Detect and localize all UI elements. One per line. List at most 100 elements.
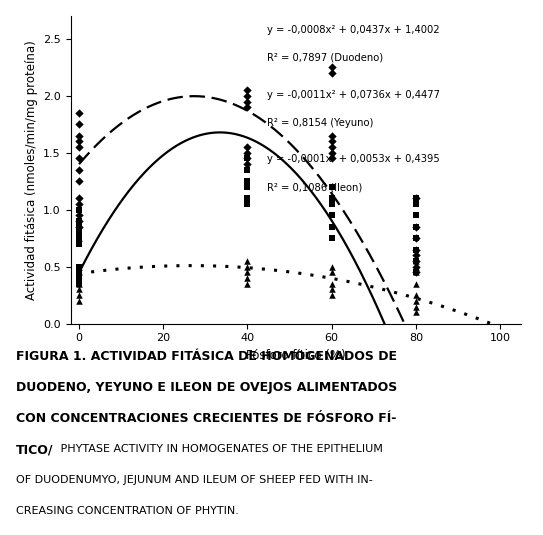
Text: y = -0,0008x² + 0,0437x + 1,4002: y = -0,0008x² + 0,0437x + 1,4002 (267, 25, 439, 35)
Point (412, 251, 420, 259)
Text: CREASING CONCENTRATION OF PHYTIN.: CREASING CONCENTRATION OF PHYTIN. (16, 506, 239, 516)
Text: FIGURA 1. ACTIVIDAD FITÁSICA DE HOMOGENADOS DE: FIGURA 1. ACTIVIDAD FITÁSICA DE HOMOGENA… (16, 350, 397, 363)
Point (243, 279, 252, 288)
Point (327, 194, 336, 203)
Point (75, 177, 84, 186)
Point (327, 291, 336, 300)
Point (327, 223, 336, 231)
Point (412, 263, 420, 271)
Point (327, 63, 336, 72)
Point (327, 279, 336, 288)
Point (75, 291, 84, 300)
Point (243, 143, 252, 151)
Point (243, 182, 252, 191)
Point (243, 268, 252, 277)
Point (412, 246, 420, 254)
Point (75, 211, 84, 220)
Point (412, 194, 420, 203)
Point (412, 234, 420, 242)
Point (412, 291, 420, 300)
Text: R² = 0,7897 (Duodeno): R² = 0,7897 (Duodeno) (267, 53, 383, 63)
Point (412, 268, 420, 277)
Text: PHYTASE ACTIVITY IN HOMOGENATES OF THE EPITHELIUM: PHYTASE ACTIVITY IN HOMOGENATES OF THE E… (57, 444, 383, 454)
Point (412, 211, 420, 220)
Point (243, 154, 252, 163)
Point (327, 268, 336, 277)
Point (412, 223, 420, 231)
Point (75, 268, 84, 277)
Point (412, 263, 420, 271)
Point (243, 86, 252, 94)
Text: OF DUODENUMYO, JEJUNUM AND ILEUM OF SHEEP FED WITH IN-: OF DUODENUMYO, JEJUNUM AND ILEUM OF SHEE… (16, 475, 373, 485)
Point (75, 285, 84, 294)
Point (243, 200, 252, 208)
Point (75, 109, 84, 117)
Point (243, 194, 252, 203)
Point (75, 279, 84, 288)
Point (412, 246, 420, 254)
Point (75, 132, 84, 140)
Point (243, 166, 252, 174)
Point (327, 149, 336, 157)
Point (412, 302, 420, 311)
Point (412, 268, 420, 277)
Point (243, 97, 252, 106)
Point (243, 257, 252, 265)
Point (75, 279, 84, 288)
Point (243, 91, 252, 100)
Text: R² = 0,8154 (Yeyuno): R² = 0,8154 (Yeyuno) (267, 118, 373, 127)
Point (412, 200, 420, 208)
Point (243, 103, 252, 111)
Text: DUODENO, YEYUNO E ILEON DE OVEJOS ALIMENTADOS: DUODENO, YEYUNO E ILEON DE OVEJOS ALIMEN… (16, 381, 397, 394)
Point (412, 257, 420, 265)
Point (75, 234, 84, 242)
Point (75, 223, 84, 231)
Point (75, 234, 84, 242)
Point (243, 274, 252, 282)
Text: R² = 0,1086 (Ileon): R² = 0,1086 (Ileon) (267, 182, 362, 192)
Point (75, 137, 84, 146)
Point (327, 143, 336, 151)
Point (75, 240, 84, 248)
Point (75, 166, 84, 174)
Point (412, 257, 420, 265)
Point (327, 182, 336, 191)
Point (75, 274, 84, 282)
Point (243, 149, 252, 157)
Point (412, 279, 420, 288)
Point (75, 268, 84, 277)
Point (75, 217, 84, 225)
X-axis label: Fósforo fítico (%): Fósforo fítico (%) (246, 349, 346, 362)
Point (327, 263, 336, 271)
Point (75, 296, 84, 305)
Text: y = -0,0001x² + 0,0053x + 0,4395: y = -0,0001x² + 0,0053x + 0,4395 (267, 155, 439, 164)
Point (75, 228, 84, 237)
Point (327, 154, 336, 163)
Text: TICO/: TICO/ (16, 444, 54, 456)
Point (412, 257, 420, 265)
Point (75, 194, 84, 203)
Point (75, 263, 84, 271)
Point (243, 263, 252, 271)
Point (327, 137, 336, 146)
Point (243, 154, 252, 163)
Point (75, 205, 84, 214)
Point (327, 234, 336, 242)
Point (327, 211, 336, 220)
Point (412, 308, 420, 317)
Point (412, 296, 420, 305)
Point (327, 285, 336, 294)
Point (327, 200, 336, 208)
Point (327, 132, 336, 140)
Point (75, 263, 84, 271)
Point (243, 177, 252, 186)
Point (75, 154, 84, 163)
Point (75, 143, 84, 151)
Text: CON CONCENTRACIONES CRECIENTES DE FÓSFORO FÍ-: CON CONCENTRACIONES CRECIENTES DE FÓSFOR… (16, 412, 397, 425)
Point (75, 217, 84, 225)
Point (75, 200, 84, 208)
Point (327, 68, 336, 77)
Point (243, 160, 252, 169)
Point (412, 234, 420, 242)
Text: y = -0,0011x² + 0,0736x + 0,4477: y = -0,0011x² + 0,0736x + 0,4477 (267, 90, 440, 100)
